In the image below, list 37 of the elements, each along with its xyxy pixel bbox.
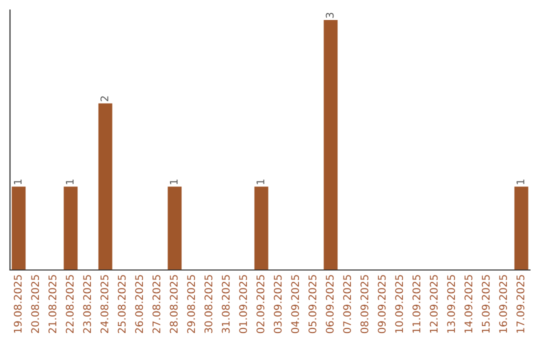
data-label: 1 — [14, 180, 22, 184]
x-tick-label: 21.08.2025 — [48, 275, 56, 334]
x-tick-label: 25.08.2025 — [118, 275, 126, 334]
x-tick-label: 13.09.2025 — [447, 275, 456, 333]
x-tick-label: 16.09.2025 — [499, 275, 508, 333]
data-label: 1 — [170, 180, 178, 184]
x-tick-label: 30.08.2025 — [204, 275, 212, 334]
data-label: 1 — [256, 180, 264, 184]
data-label: 1 — [516, 180, 524, 184]
x-tick-label: 20.08.2025 — [31, 275, 40, 334]
x-tick-label: 14.09.2025 — [464, 275, 472, 333]
x-tick-label: 24.08.2025 — [100, 275, 108, 334]
x-tick-label: 04.09.2025 — [291, 275, 300, 334]
x-tick-label: 22.08.2025 — [66, 275, 74, 334]
data-label: 2 — [100, 96, 108, 102]
x-tick-label: 26.08.2025 — [135, 275, 144, 334]
x-tick-label: 06.09.2025 — [326, 275, 334, 334]
x-tick-label: 08.09.2025 — [360, 275, 368, 334]
x-tick-label: 12.09.2025 — [430, 275, 438, 333]
x-tick-label: 07.09.2025 — [343, 275, 352, 334]
x-tick-label: 17.09.2025 — [516, 275, 524, 333]
x-tick-label: 23.08.2025 — [83, 275, 92, 334]
x-tick-label: 27.08.2025 — [152, 275, 160, 334]
x-tick-label: 02.09.2025 — [256, 275, 264, 334]
x-tick-label: 31.08.2025 — [222, 275, 230, 334]
x-tick-label: 15.09.2025 — [482, 275, 490, 333]
x-tick-label: 28.08.2025 — [170, 275, 178, 334]
x-tick-label: 05.09.2025 — [308, 275, 316, 334]
x-tick-label: 11.09.2025 — [412, 275, 420, 333]
x-tick-label: 29.08.2025 — [187, 275, 196, 334]
x-tick-label: 19.08.2025 — [14, 275, 22, 333]
data-label: 3 — [326, 12, 334, 18]
data-label: 1 — [66, 180, 74, 184]
x-tick-label: 10.09.2025 — [395, 275, 404, 333]
x-tick-label: 01.09.2025 — [239, 275, 248, 334]
x-tick-label: 09.09.2025 — [378, 275, 386, 334]
x-tick-label: 03.09.2025 — [274, 275, 282, 334]
